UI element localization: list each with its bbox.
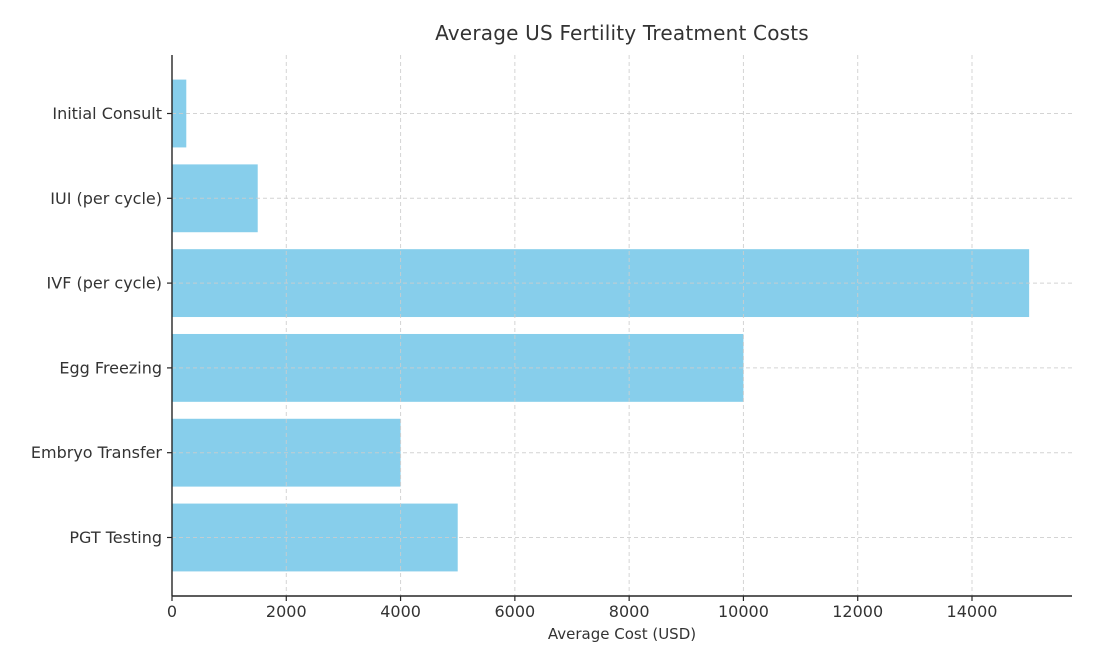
y-tick-label: IVF (per cycle) [47,274,162,293]
x-tick-label: 12000 [832,602,883,621]
y-tick-label: PGT Testing [69,528,162,547]
x-tick-label: 14000 [947,602,998,621]
x-tick-label: 0 [167,602,177,621]
chart-title: Average US Fertility Treatment Costs [435,21,809,45]
x-tick-label: 4000 [380,602,421,621]
x-tick-label: 8000 [609,602,650,621]
x-tick-label: 2000 [266,602,307,621]
y-tick-label: Initial Consult [52,104,162,123]
y-tick-label: IUI (per cycle) [50,189,162,208]
y-tick-label: Embryo Transfer [31,443,163,462]
x-tick-label: 6000 [494,602,535,621]
y-tick-label: Egg Freezing [59,358,162,377]
x-axis-title: Average Cost (USD) [547,625,697,643]
x-tick-label: 10000 [718,602,769,621]
